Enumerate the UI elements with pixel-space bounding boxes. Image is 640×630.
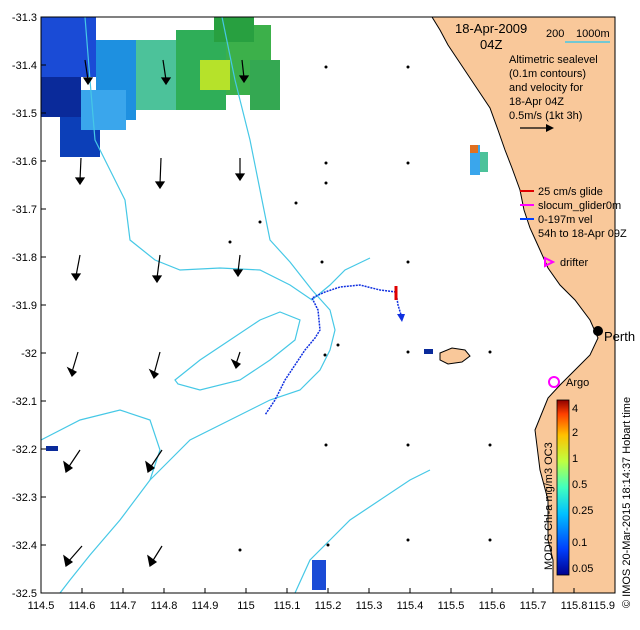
velocity-dots [228, 65, 492, 552]
x-tick: 115.8 [561, 600, 588, 612]
arrow [147, 545, 163, 567]
x-tick: 115.4 [397, 600, 424, 612]
y-tick: -32.5 [12, 588, 37, 600]
colorbar-tick: 2 [572, 427, 578, 439]
island [439, 347, 471, 365]
y-tick-marks [41, 16, 46, 594]
y-tick: -32 [21, 348, 37, 360]
side-credit: © IMOS 20-Mar-2015 18:14:37 Hobart time [621, 397, 633, 608]
x-tick: 115.6 [479, 600, 506, 612]
x-tick: 115.3 [356, 600, 383, 612]
argo-marker [548, 376, 560, 388]
drifter-label: drifter [560, 257, 588, 269]
y-tick-labels: -31.3 -31.4 -31.5 -31.6 -31.7 -31.8 -31.… [12, 12, 37, 600]
y-tick: -31.3 [12, 12, 37, 24]
x-tick: 115.5 [438, 600, 465, 612]
colorbar [556, 399, 570, 576]
glider-legend-item: 0-197m vel [538, 214, 592, 226]
arrow [148, 351, 161, 380]
y-tick: -31.7 [12, 204, 37, 216]
perth-label: Perth [604, 329, 635, 344]
arrow [230, 351, 242, 370]
bathy-legend-1000: 1000m [576, 28, 610, 40]
y-tick: -31.6 [12, 156, 37, 168]
arrow [74, 157, 86, 186]
arrow [66, 351, 79, 378]
y-tick: -31.8 [12, 252, 37, 264]
altimetry-line: Altimetric sealevel [509, 54, 598, 66]
velocity-arrows [63, 59, 250, 567]
glider-legend-item: slocum_glider0m [538, 200, 621, 212]
y-tick: -32.1 [12, 396, 37, 408]
chlorophyll-patch [41, 17, 488, 590]
y-tick: -32.4 [12, 540, 37, 552]
x-tick-labels: 114.5 114.6 114.7 114.8 114.9 115 115.1 … [28, 600, 615, 612]
glider-legend-item: 25 cm/s glide [538, 186, 603, 198]
velocity-scale-arrowhead [546, 124, 554, 132]
glider-arrowhead [397, 314, 405, 322]
glider-legend-item: 54h to 18-Apr 09Z [538, 228, 627, 240]
x-tick: 114.5 [28, 600, 55, 612]
altimetry-line: (0.1m contours) [509, 68, 586, 80]
y-tick: -32.3 [12, 492, 37, 504]
x-tick: 114.7 [110, 600, 137, 612]
colorbar-tick: 0.5 [572, 479, 587, 491]
arrow [63, 449, 81, 473]
drifter-marker [544, 256, 556, 268]
arrow [238, 59, 250, 84]
colorbar-tick: 0.05 [572, 563, 593, 575]
arrow [154, 157, 166, 190]
map-time: 04Z [480, 37, 502, 52]
x-tick: 114.9 [192, 600, 219, 612]
arrow [232, 254, 244, 278]
bathy-legend-200: 200 [546, 28, 564, 40]
arrow [151, 254, 163, 284]
x-tick-marks [40, 588, 616, 593]
colorbar-title: MODIS Chl-a mg/m3 OC3 [543, 442, 555, 570]
x-tick: 114.6 [69, 600, 96, 612]
x-tick: 115.9 [588, 600, 615, 612]
x-tick: 115.7 [520, 600, 547, 612]
x-tick: 114.8 [151, 600, 178, 612]
x-tick: 115.1 [274, 600, 301, 612]
arrow [234, 158, 246, 182]
colorbar-tick: 1 [572, 453, 578, 465]
x-tick: 115.2 [315, 600, 342, 612]
x-tick: 115 [237, 600, 255, 612]
y-tick: -31.5 [12, 108, 37, 120]
map-date: 18-Apr-2009 [455, 21, 527, 36]
arrow [70, 254, 82, 282]
perth-marker [593, 326, 603, 336]
y-tick: -31.4 [12, 60, 37, 72]
altimetry-line: and velocity for [509, 82, 583, 94]
arrow [63, 545, 83, 567]
colorbar-tick: 4 [572, 403, 578, 415]
arrow [145, 449, 163, 473]
colorbar-ticks: 4 2 1 0.5 0.25 0.1 0.05 [572, 403, 593, 575]
altimetry-line: 18-Apr 04Z [509, 96, 564, 108]
colorbar-tick: 0.1 [572, 537, 587, 549]
colorbar-tick: 0.25 [572, 505, 593, 517]
arrow [160, 59, 172, 86]
argo-label: Argo [566, 377, 589, 389]
y-tick: -32.2 [12, 444, 37, 456]
y-tick: -31.9 [12, 300, 37, 312]
arrow [82, 59, 94, 86]
altimetry-line: 0.5m/s (1kt 3h) [509, 110, 582, 122]
